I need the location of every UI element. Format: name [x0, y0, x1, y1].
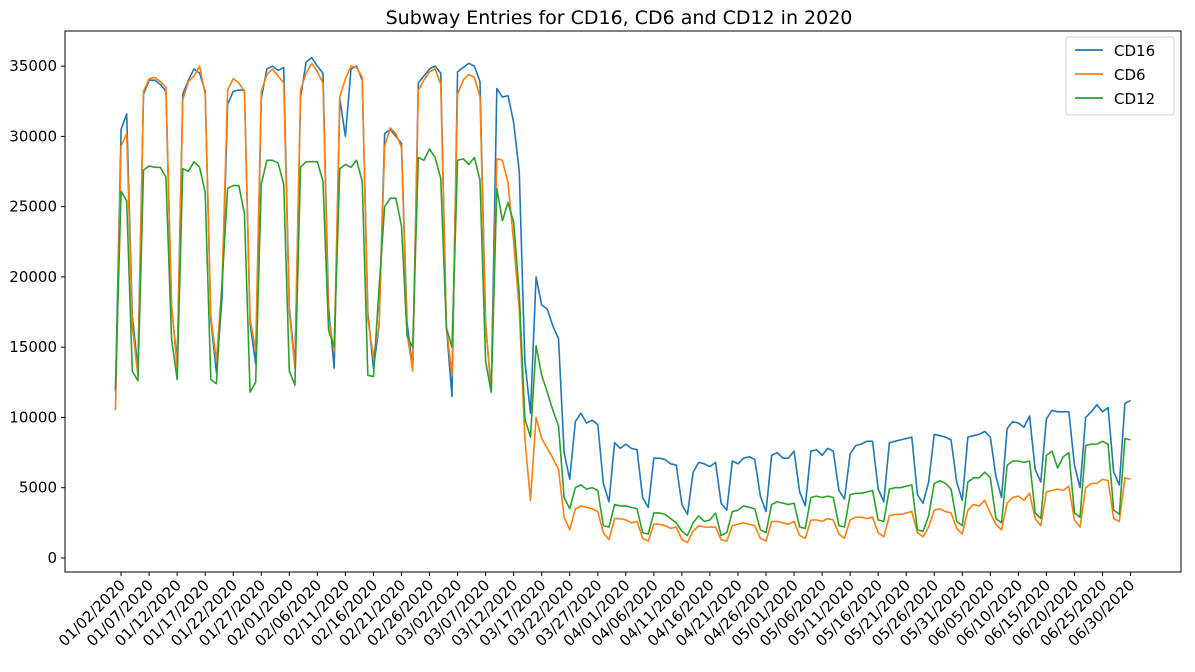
legend-label: CD16: [1114, 42, 1155, 60]
plot-frame: [64, 30, 1182, 573]
legend-label: CD12: [1114, 90, 1155, 108]
y-tick-label: 35000: [9, 57, 57, 75]
y-tick-label: 25000: [9, 198, 57, 216]
y-tick-label: 5000: [19, 479, 57, 497]
y-tick-label: 30000: [9, 127, 57, 145]
y-tick-label: 20000: [9, 268, 57, 286]
series-line-cd12: [114, 148, 1131, 537]
axes: 0500010000150002000025000300003500001/02…: [9, 30, 1182, 650]
legend-box: [1065, 36, 1175, 116]
chart-title: Subway Entries for CD16, CD6 and CD12 in…: [386, 7, 853, 29]
plot-area: [114, 56, 1131, 544]
legend: CD16 CD6 CD12: [1065, 36, 1175, 116]
series-line-cd16: [114, 56, 1131, 516]
legend-label: CD6: [1114, 66, 1146, 84]
y-tick-label: 10000: [9, 408, 57, 426]
series-line-cd6: [114, 62, 1131, 544]
y-tick-label: 0: [47, 549, 57, 567]
y-tick-label: 15000: [9, 338, 57, 356]
